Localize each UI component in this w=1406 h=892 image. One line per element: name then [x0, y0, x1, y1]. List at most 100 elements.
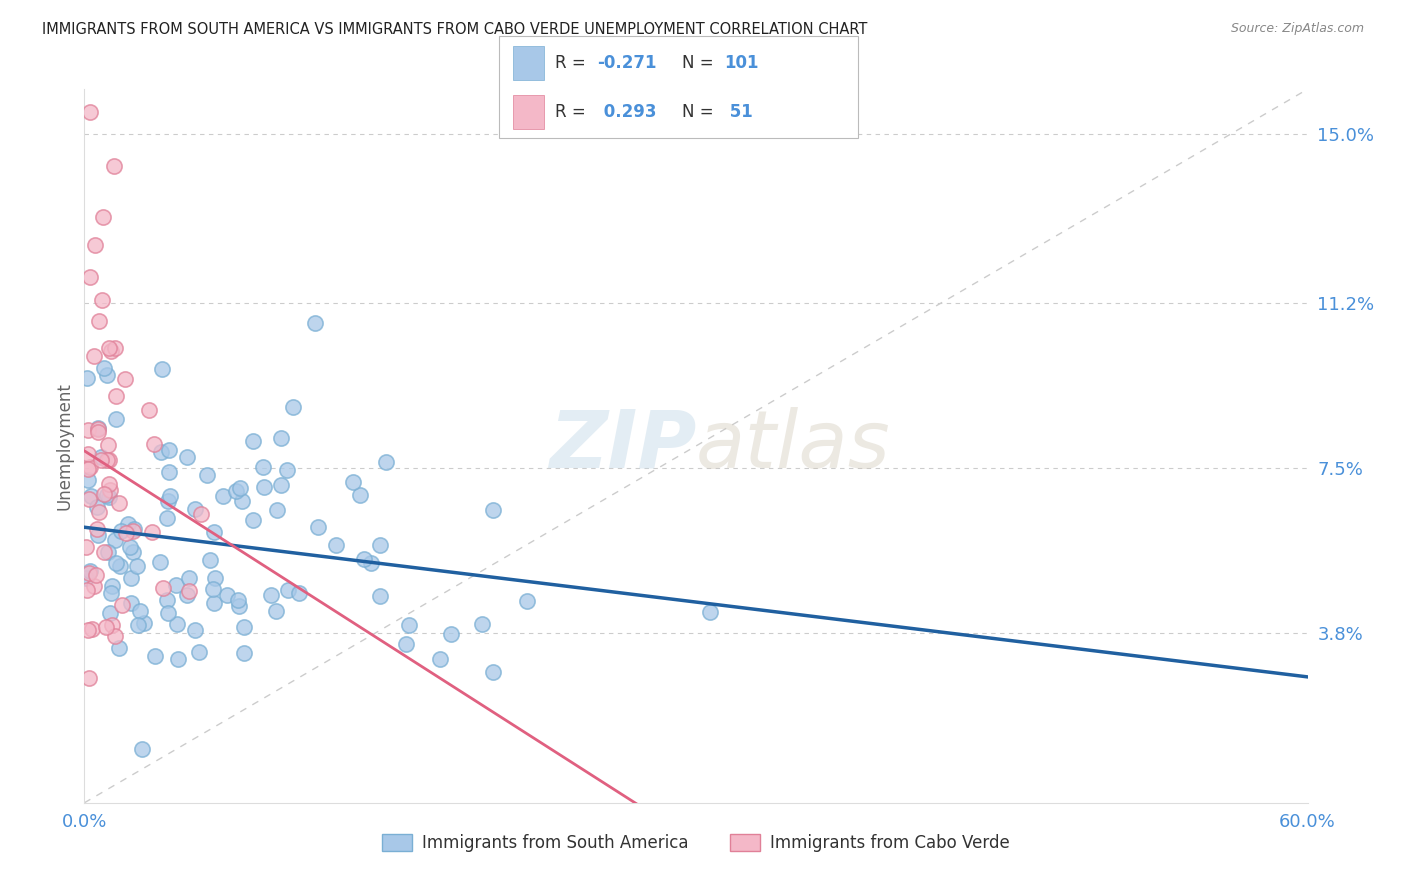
Point: [215, 588, 238, 602]
Point: [83, 238, 105, 252]
Point: [77, 566, 100, 580]
Point: [270, 477, 292, 491]
Point: [233, 646, 256, 660]
Point: [105, 389, 128, 403]
Point: [304, 316, 326, 330]
Point: [121, 545, 143, 559]
Point: [349, 488, 371, 502]
Text: 0.293: 0.293: [598, 103, 657, 121]
Point: [87, 314, 110, 328]
Point: [98, 483, 121, 498]
Point: [229, 481, 252, 495]
Point: [259, 588, 281, 602]
Point: [226, 592, 249, 607]
Point: [104, 629, 127, 643]
Point: [75, 571, 97, 585]
Y-axis label: Unemployment: Unemployment: [55, 382, 73, 510]
Point: [307, 520, 329, 534]
Point: [176, 450, 198, 465]
Point: [84, 568, 107, 582]
Point: [156, 511, 179, 525]
Point: [198, 553, 221, 567]
Point: [77, 461, 100, 475]
Point: [120, 571, 142, 585]
Point: [281, 400, 304, 414]
Point: [93, 487, 115, 501]
Point: [202, 596, 225, 610]
Point: [231, 493, 253, 508]
Point: [96, 452, 118, 467]
Point: [77, 671, 100, 685]
Point: [176, 588, 198, 602]
Point: [266, 503, 288, 517]
Text: N =: N =: [682, 103, 718, 121]
Point: [127, 618, 149, 632]
Point: [142, 437, 165, 451]
Point: [270, 431, 292, 445]
Point: [157, 443, 180, 458]
Point: [87, 528, 110, 542]
Point: [108, 559, 131, 574]
Point: [177, 571, 200, 585]
Point: [277, 582, 299, 597]
Point: [481, 665, 503, 679]
Point: [98, 606, 121, 620]
Point: [87, 421, 110, 435]
Point: [276, 463, 298, 477]
Point: [202, 582, 225, 596]
Point: [375, 455, 398, 469]
Point: [77, 623, 100, 637]
Point: [368, 538, 391, 552]
Point: [156, 592, 179, 607]
Point: [86, 500, 108, 514]
Point: [107, 641, 129, 656]
Point: [96, 368, 118, 383]
Point: [439, 627, 461, 641]
Text: IMMIGRANTS FROM SOUTH AMERICA VS IMMIGRANTS FROM CABO VERDE UNEMPLOYMENT CORRELA: IMMIGRANTS FROM SOUTH AMERICA VS IMMIGRA…: [42, 22, 868, 37]
Point: [287, 586, 309, 600]
Point: [252, 480, 274, 494]
Point: [97, 545, 120, 559]
Point: [242, 513, 264, 527]
Point: [80, 489, 103, 503]
Point: [195, 468, 218, 483]
Text: 51: 51: [724, 103, 752, 121]
Point: [225, 483, 247, 498]
Point: [94, 620, 117, 634]
Point: [91, 210, 114, 224]
Point: [87, 422, 110, 436]
Point: [104, 556, 127, 570]
Point: [90, 453, 112, 467]
Point: [471, 617, 494, 632]
Text: Source: ZipAtlas.com: Source: ZipAtlas.com: [1230, 22, 1364, 36]
Point: [117, 516, 139, 531]
Point: [79, 269, 101, 284]
Point: [150, 362, 173, 376]
Point: [129, 604, 152, 618]
Point: [96, 488, 118, 502]
Point: [103, 533, 125, 548]
Point: [152, 581, 174, 595]
Point: [101, 579, 124, 593]
Point: [98, 490, 121, 504]
Point: [211, 489, 233, 503]
Point: [114, 372, 136, 386]
Point: [103, 159, 125, 173]
Point: [353, 551, 375, 566]
Text: -0.271: -0.271: [598, 54, 657, 72]
Point: [342, 475, 364, 489]
Point: [482, 503, 505, 517]
Point: [150, 445, 173, 459]
Point: [177, 584, 200, 599]
Text: atlas: atlas: [696, 407, 891, 485]
Point: [110, 524, 132, 538]
Point: [108, 496, 131, 510]
Point: [97, 438, 120, 452]
Point: [79, 104, 101, 119]
Point: [131, 741, 153, 756]
Point: [79, 564, 101, 578]
Point: [114, 525, 136, 540]
Point: [204, 571, 226, 585]
Point: [699, 605, 721, 619]
Point: [87, 505, 110, 519]
